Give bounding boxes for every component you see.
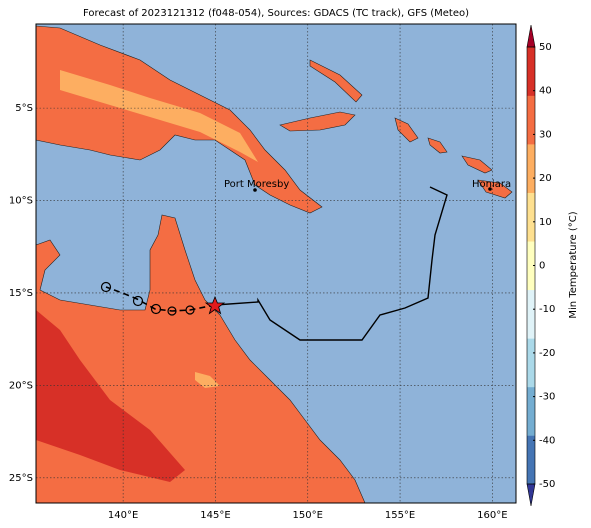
x-tick-label: 155°E — [385, 510, 415, 521]
new-ireland — [309, 59, 363, 103]
track-point — [167, 306, 177, 316]
city-dot — [253, 188, 257, 192]
map-frame — [35, 23, 517, 504]
y-tick-label: 20°S — [9, 380, 33, 391]
track-point — [185, 305, 195, 315]
colorbar-bin — [527, 241, 535, 291]
x-tick-label: 150°E — [293, 510, 323, 521]
colorbar-tick-label: -50 — [539, 479, 555, 490]
track-point — [150, 303, 162, 315]
graticule — [36, 24, 516, 503]
y-tick-label: 15°S — [9, 288, 33, 299]
x-tick-label: 160°E — [477, 510, 507, 521]
colorbar-bin — [527, 386, 535, 436]
place-label: Port Moresby — [224, 179, 289, 190]
colorbar-tick-label: 40 — [539, 86, 552, 97]
solomon-island — [427, 137, 448, 154]
x-tick-label: 140°E — [108, 510, 138, 521]
colorbar-tick-label: 50 — [539, 42, 552, 53]
x-tick-label: 145°E — [200, 510, 230, 521]
solomon-island — [461, 155, 493, 174]
colorbar-bin — [527, 289, 535, 339]
track-forecast — [105, 286, 216, 312]
current-position — [204, 295, 226, 315]
track-point — [132, 295, 144, 307]
track-points — [100, 281, 195, 316]
highlands — [60, 70, 258, 162]
colorbar: 50 40 30 20 10 0 -10 -20 -30 -40 -50 — [526, 24, 555, 507]
y-tick-label: 5°S — [15, 103, 33, 114]
colorbar-tick-label: -40 — [539, 435, 555, 446]
colorbar-tick-label: 30 — [539, 129, 552, 140]
colorbar-bin — [527, 144, 535, 193]
hot-region — [36, 310, 185, 482]
colorbar-bin — [527, 435, 535, 485]
y-tick-label: 25°S — [9, 473, 33, 484]
colorbar-tick-label: 20 — [539, 173, 552, 184]
colorbar-tick-label: -20 — [539, 348, 555, 359]
place-label: Honiara — [472, 179, 511, 190]
colorbar-bin — [527, 47, 535, 96]
guadalcanal — [477, 179, 513, 199]
track-past — [214, 186, 448, 341]
warm-patch — [195, 372, 220, 388]
colorbar-label: Min Temperature (°C) — [568, 211, 579, 318]
city-dot — [488, 187, 492, 191]
colorbar-bin — [527, 338, 535, 388]
colorbar-bin — [527, 95, 535, 145]
colorbar-tick-label: -10 — [539, 304, 555, 315]
colorbar-arrow — [526, 483, 536, 507]
track-point — [100, 281, 112, 293]
title: Forecast of 2023121312 (f048-054), Sourc… — [83, 8, 469, 19]
colorbar-tick-label: -30 — [539, 392, 555, 403]
y-tick-label: 10°S — [9, 196, 33, 207]
map: Port Moresby Honiara — [35, 23, 517, 504]
colorbar-tick-label: 10 — [539, 217, 552, 228]
colorbar-tick-label: 0 — [539, 261, 545, 272]
new-britain — [279, 111, 356, 132]
colorbar-bin — [527, 192, 535, 242]
colorbar-arrow — [526, 24, 536, 48]
bougainville — [394, 117, 419, 143]
